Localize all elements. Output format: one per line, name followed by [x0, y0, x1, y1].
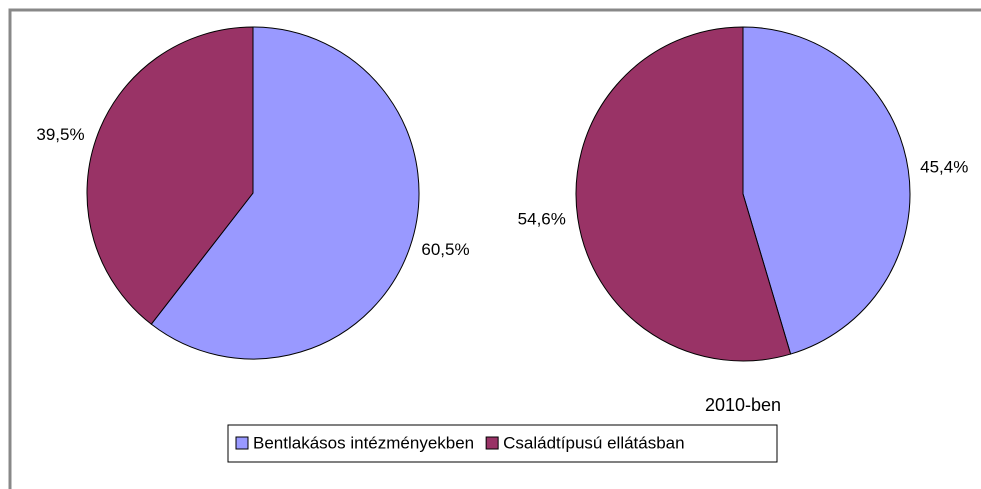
data-label: 39,5%: [36, 125, 84, 144]
legend-label: Bentlakásos intézményekben: [253, 433, 474, 452]
legend-label: Családtípusú ellátásban: [503, 433, 684, 452]
data-label: 54,6%: [518, 209, 566, 228]
frame: [8, 8, 981, 489]
pie-slice: [150, 26, 420, 360]
legend-swatch: [485, 436, 499, 450]
legend-swatch: [235, 436, 249, 450]
data-label: 60,5%: [421, 240, 469, 259]
data-label: 45,4%: [920, 158, 968, 177]
pie-slice: [86, 26, 254, 325]
pie-slice: [742, 26, 911, 355]
legend-box: [227, 424, 778, 463]
chart-title: 2010-ben: [705, 395, 781, 415]
pie-slice: [575, 26, 792, 362]
